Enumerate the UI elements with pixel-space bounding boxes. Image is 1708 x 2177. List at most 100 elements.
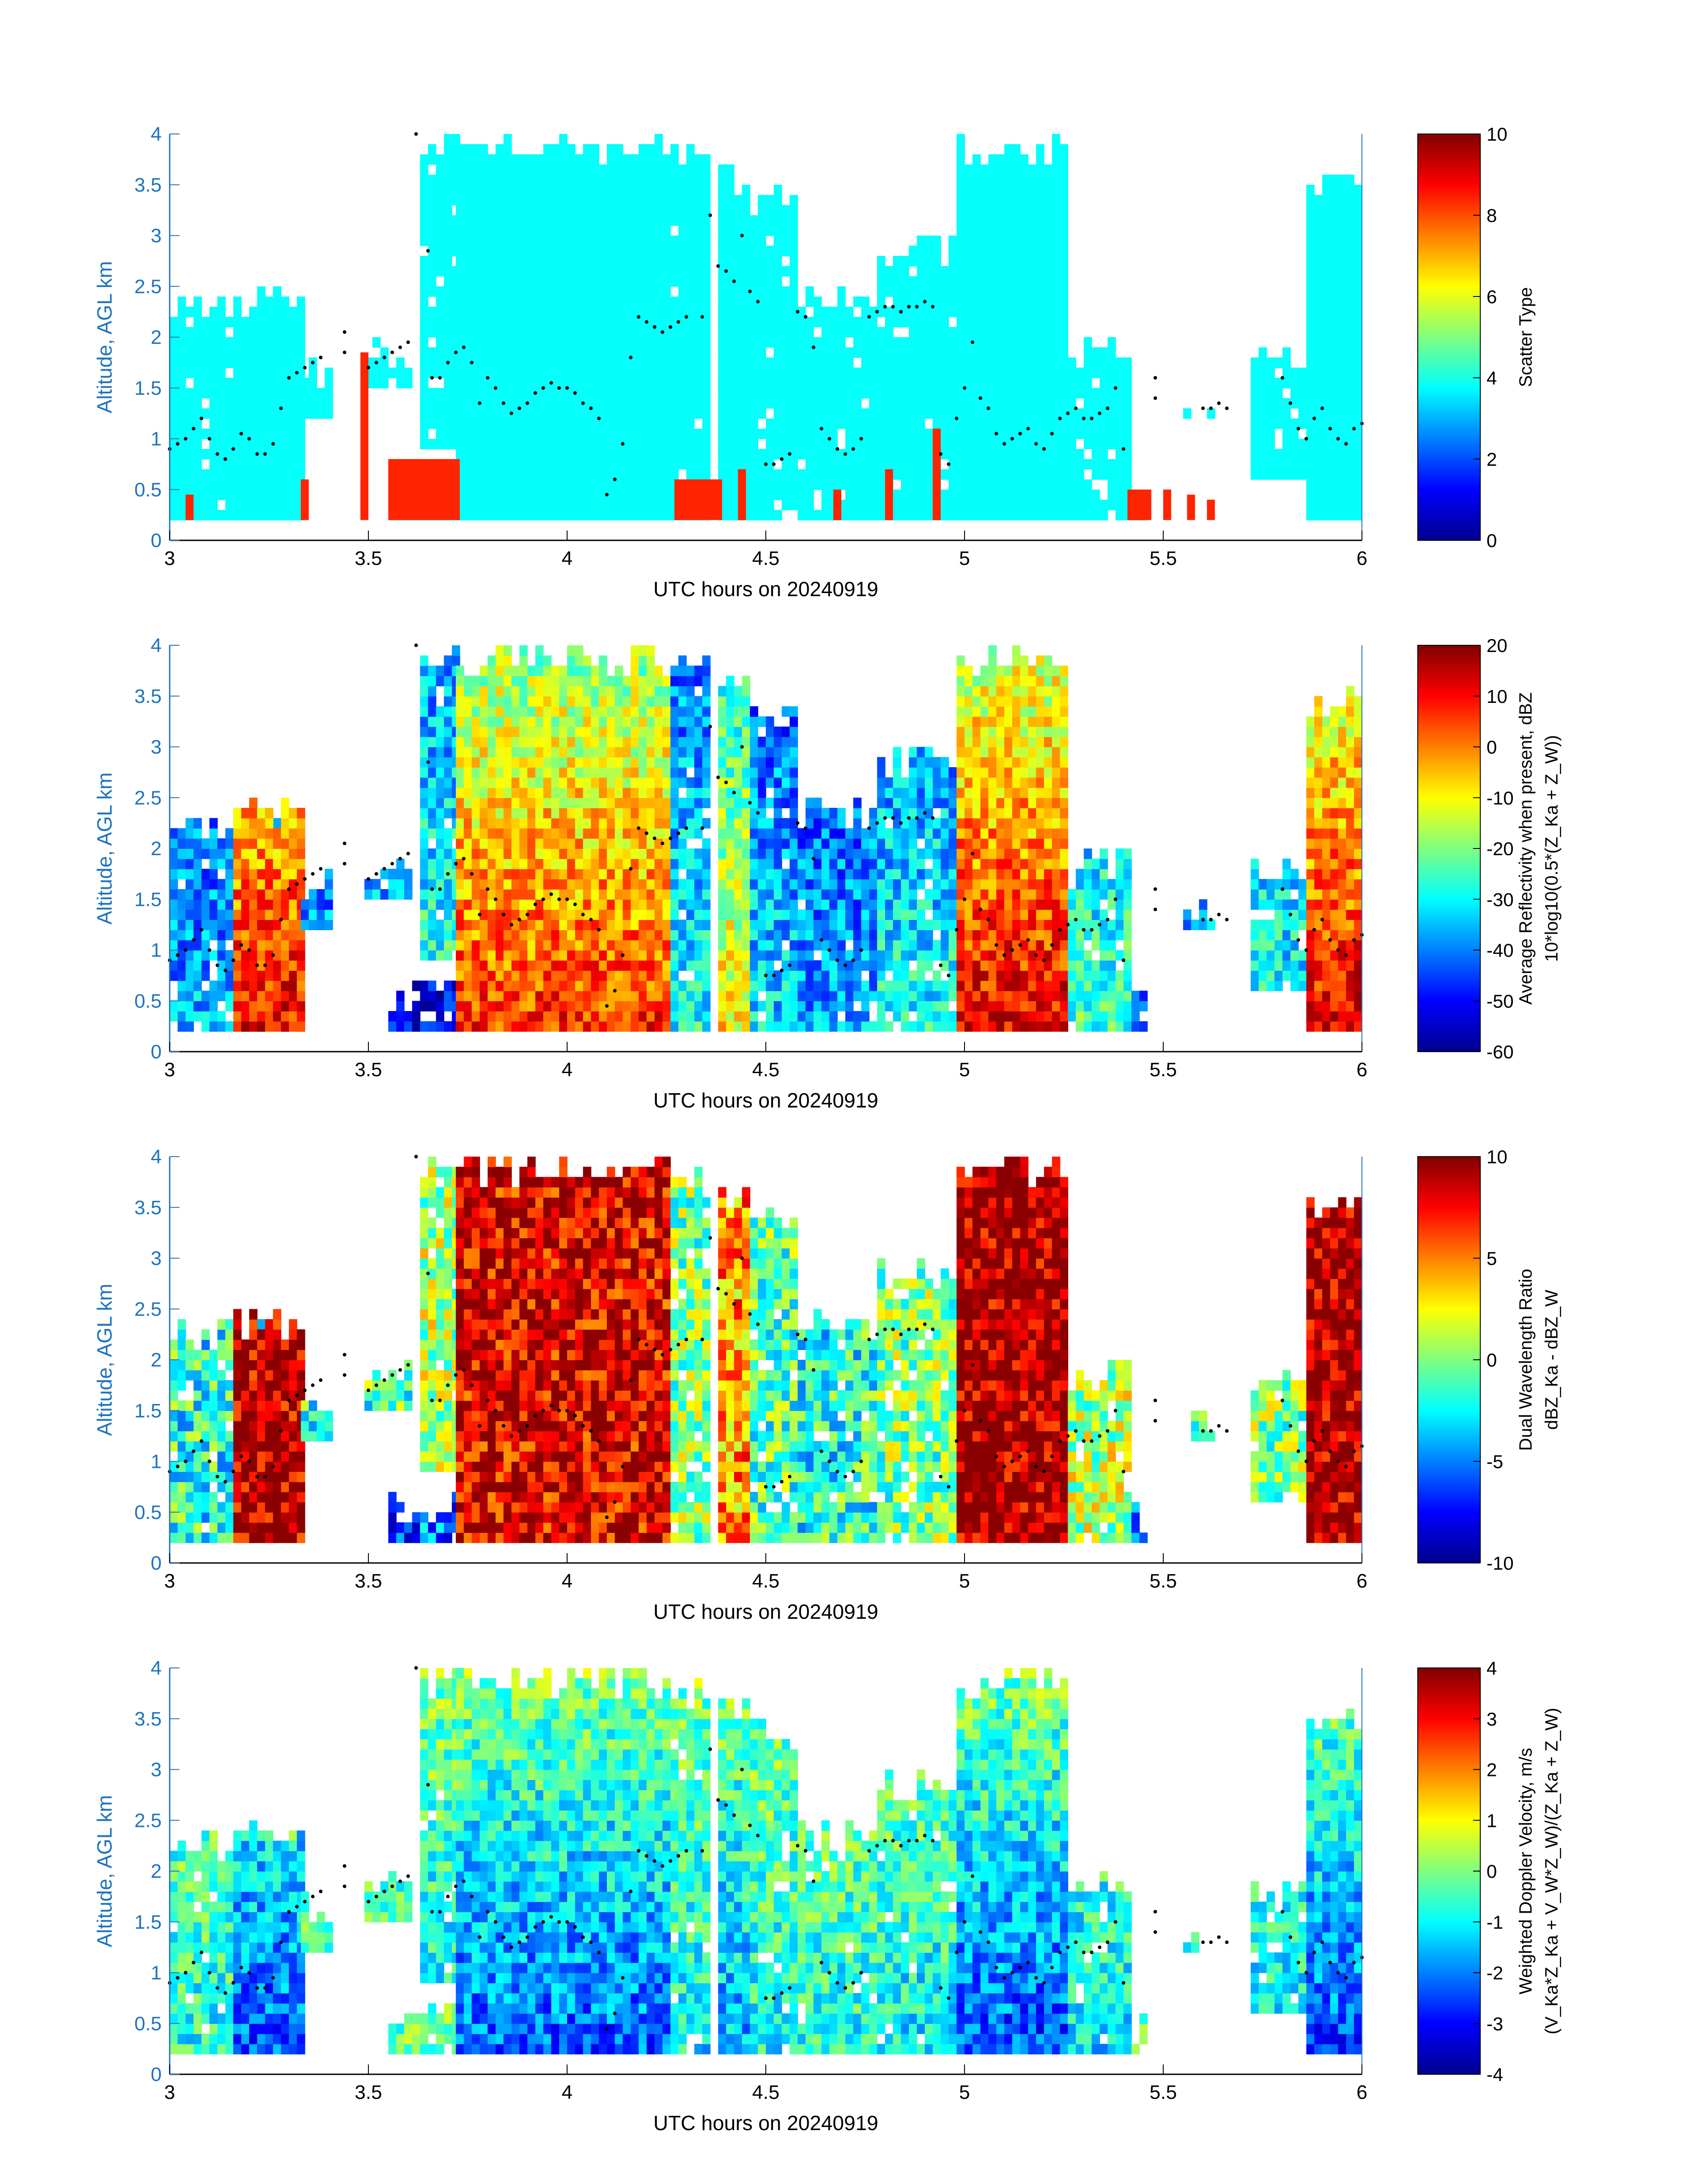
heatmap-cell: [527, 256, 536, 267]
heatmap-cell: [750, 256, 758, 267]
heatmap-cell: [504, 899, 512, 910]
heatmap-cell: [567, 266, 576, 277]
heatmap-cell: [193, 358, 202, 368]
heatmap-cell: [511, 368, 520, 378]
heatmap-cell: [639, 164, 647, 175]
heatmap-cell: [877, 480, 885, 490]
heatmap-cell: [217, 1021, 226, 1032]
heatmap-cell: [504, 449, 512, 460]
heatmap-cell: [647, 489, 655, 500]
heatmap-cell: [726, 368, 735, 378]
heatmap-cell: [472, 307, 480, 318]
heatmap-cell: [496, 899, 504, 910]
heatmap-cell: [1012, 236, 1021, 247]
heatmap-cell: [464, 828, 472, 839]
heatmap-cell: [170, 429, 178, 439]
heatmap-cell: [241, 930, 250, 940]
heatmap-cell: [1044, 266, 1052, 277]
heatmap-cell: [456, 960, 464, 971]
x-tick-label: 4: [562, 547, 572, 569]
heatmap-cell: [511, 777, 520, 788]
heatmap-cell: [591, 175, 599, 185]
heatmap-cell: [607, 510, 615, 521]
heatmap-cell: [1092, 418, 1100, 429]
heatmap-cell: [1306, 358, 1315, 368]
heatmap-cell: [464, 676, 472, 686]
heatmap-cell: [941, 500, 949, 510]
heatmap-cell: [789, 266, 798, 277]
heatmap-cell: [209, 889, 218, 900]
heatmap-cell: [988, 317, 997, 328]
heatmap-cell: [233, 489, 242, 500]
heatmap-cell: [615, 408, 623, 419]
heatmap-cell: [289, 327, 297, 338]
heatmap-cell: [925, 337, 933, 348]
heatmap-cell: [511, 337, 520, 348]
cloud-base-point: [1074, 406, 1077, 410]
heatmap-cell: [1107, 480, 1116, 490]
heatmap-cell: [480, 408, 488, 419]
heatmap-cell: [496, 1021, 504, 1032]
heatmap-cell: [567, 418, 576, 429]
heatmap-cell: [226, 838, 234, 849]
heatmap-cell: [774, 307, 782, 318]
heatmap-cell: [496, 777, 504, 788]
heatmap-cell: [273, 358, 281, 368]
heatmap-cell: [444, 676, 452, 686]
heatmap-cell: [591, 327, 599, 338]
heatmap-cell: [996, 418, 1005, 429]
heatmap-cell: [948, 337, 957, 348]
heatmap-cell: [1330, 337, 1339, 348]
heatmap-cell: [694, 246, 703, 256]
heatmap-cell: [543, 510, 552, 521]
heatmap-cell: [480, 185, 488, 196]
heatmap-cell: [1290, 388, 1299, 399]
heatmap-cell: [186, 879, 194, 890]
heatmap-cell: [452, 645, 460, 656]
heatmap-cell: [1020, 510, 1029, 521]
heatmap-cell: [726, 236, 735, 247]
heatmap-cell: [504, 368, 512, 378]
heatmap-cell: [178, 297, 186, 307]
heatmap-cell: [1338, 510, 1347, 521]
heatmap-cell: [996, 246, 1005, 256]
heatmap-cell: [1123, 469, 1132, 480]
heatmap-cell: [559, 439, 568, 450]
heatmap-cell: [496, 297, 504, 307]
heatmap-cell: [193, 297, 202, 307]
heatmap-cell: [591, 459, 599, 470]
heatmap-cell: [973, 358, 981, 368]
heatmap-cell: [543, 337, 552, 348]
heatmap-cell: [297, 429, 305, 439]
heatmap-cell: [981, 439, 989, 450]
heatmap-cell: [527, 408, 536, 419]
heatmap-cell: [480, 859, 488, 869]
heatmap-cell: [273, 347, 281, 358]
heatmap-cell: [758, 337, 766, 348]
heatmap-cell: [567, 185, 576, 196]
heatmap-cell: [917, 469, 925, 480]
heatmap-cell: [241, 818, 250, 829]
cloud-base-point: [1312, 417, 1316, 420]
heatmap-cell: [233, 388, 242, 399]
heatmap-cell: [607, 175, 615, 185]
heatmap-cell: [209, 307, 218, 318]
heatmap-cell: [436, 950, 444, 961]
heatmap-cell: [694, 175, 703, 185]
heatmap-cell: [750, 459, 758, 470]
heatmap-cell: [1020, 276, 1029, 287]
heatmap-cell: [265, 879, 274, 890]
heatmap-cell: [885, 449, 894, 460]
heatmap-cell: [909, 439, 917, 450]
heatmap-cell: [575, 418, 584, 429]
cloud-base-point: [1297, 427, 1300, 430]
heatmap-cell: [973, 327, 981, 338]
heatmap-cell: [941, 469, 949, 480]
cloud-base-point: [883, 305, 887, 309]
heatmap-cell: [233, 418, 242, 429]
heatmap-cell: [1306, 459, 1315, 470]
heatmap-cell: [396, 1021, 405, 1032]
heatmap-cell: [1028, 307, 1036, 318]
heatmap-cell: [289, 418, 297, 429]
heatmap-cell: [1036, 347, 1044, 358]
